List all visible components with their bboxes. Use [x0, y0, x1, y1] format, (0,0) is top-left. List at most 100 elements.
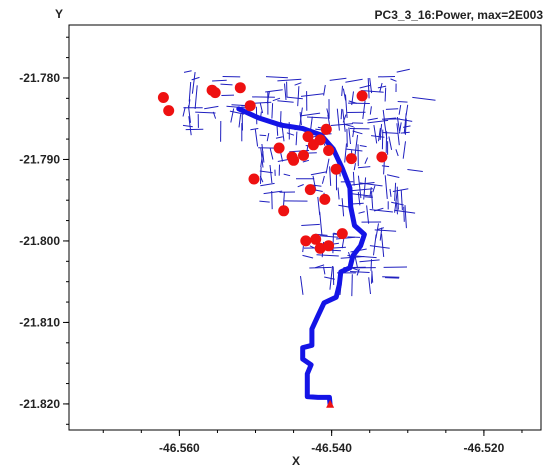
- network-segment: [263, 190, 283, 195]
- network-segment: [353, 255, 377, 259]
- network-segment: [375, 223, 379, 239]
- y-tick-label: -21.820: [19, 397, 60, 411]
- load-point: [157, 92, 169, 103]
- y-tick-label: -21.810: [19, 315, 60, 329]
- network-segment: [369, 187, 372, 197]
- load-point: [376, 151, 388, 163]
- network-segment: [265, 76, 288, 79]
- network-segment: [300, 93, 324, 97]
- network-segment: [191, 72, 196, 94]
- network-segment: [352, 171, 355, 186]
- network-segment: [300, 276, 304, 295]
- network-segment: [372, 185, 376, 193]
- network-segment: [362, 100, 366, 119]
- network-segment: [277, 158, 289, 162]
- network-segment: [388, 136, 393, 150]
- network-segment: [373, 125, 378, 144]
- network-segment: [345, 78, 363, 83]
- network-segment: [357, 175, 362, 199]
- load-point: [304, 184, 316, 196]
- source-point: [326, 399, 335, 408]
- network-segment: [394, 191, 398, 213]
- network-segment: [269, 164, 273, 184]
- network-segment: [371, 191, 374, 209]
- network-segment: [378, 127, 381, 142]
- network-segment: [277, 78, 302, 82]
- network-segment: [367, 77, 370, 99]
- network-segment: [342, 88, 347, 101]
- network-segment: [371, 135, 385, 138]
- network-segment: [188, 81, 192, 102]
- network-segment: [230, 108, 235, 123]
- network-segment: [357, 166, 371, 169]
- network-segment: [321, 175, 325, 184]
- network-segment: [319, 211, 323, 236]
- network-segment: [384, 277, 400, 279]
- network-segment: [187, 105, 191, 123]
- load-point: [323, 145, 335, 156]
- network-segment: [220, 83, 233, 86]
- network-segment: [260, 182, 275, 187]
- network-segment: [286, 132, 295, 136]
- y-axis-title: Y: [55, 7, 63, 21]
- network-segment: [252, 101, 272, 104]
- network-segment: [368, 277, 371, 295]
- network-segment: [345, 94, 348, 118]
- network-segment: [374, 229, 397, 232]
- network-segment: [397, 101, 408, 103]
- network-segment: [400, 131, 410, 134]
- network-segment: [396, 68, 410, 73]
- network-segment: [350, 271, 370, 273]
- network-segment: [400, 189, 403, 211]
- network-segment: [392, 188, 409, 192]
- load-point: [336, 228, 348, 240]
- network-segment: [297, 86, 300, 107]
- network-segment: [310, 171, 328, 176]
- network-segment: [250, 128, 259, 131]
- network-segment: [302, 159, 310, 163]
- network-segment: [286, 96, 303, 100]
- network-segment: [309, 266, 332, 269]
- network-segment: [301, 223, 320, 226]
- network-segment: [369, 106, 372, 115]
- network-segment: [275, 136, 283, 139]
- network-segment: [350, 188, 373, 192]
- network-segment: [329, 77, 347, 81]
- network-segment: [381, 165, 390, 168]
- network-segment: [366, 205, 370, 224]
- network-segment: [295, 131, 298, 146]
- network-segment: [353, 163, 356, 171]
- network-segment: [371, 270, 374, 283]
- network-segment: [389, 188, 392, 197]
- y-tick-label: -21.800: [19, 234, 60, 248]
- network-segment: [359, 145, 367, 148]
- network-segment: [297, 184, 304, 188]
- network-segment: [398, 122, 402, 134]
- network-segment: [377, 85, 387, 89]
- network-segment: [294, 82, 302, 86]
- network-segment: [300, 112, 321, 117]
- network-segment: [259, 102, 264, 114]
- network-segment: [398, 105, 402, 115]
- network-segment: [384, 87, 387, 102]
- network-segment: [354, 256, 359, 269]
- y-axis: -21.780 -21.790 -21.800 -21.810 -21.820: [19, 36, 69, 425]
- network-segment: [361, 90, 384, 93]
- network-segment: [194, 85, 198, 109]
- network-segment: [182, 124, 193, 128]
- chart-title: PC3_3_16:Power, max=2E003: [375, 8, 544, 22]
- network-segment: [336, 108, 340, 131]
- network-segment: [370, 259, 372, 271]
- load-point: [330, 163, 342, 175]
- network-segment: [338, 204, 349, 208]
- network-segment: [369, 209, 393, 213]
- network-segment: [324, 276, 335, 280]
- network-segment: [390, 78, 397, 82]
- network-segment: [283, 173, 291, 177]
- network-segment: [323, 266, 326, 275]
- network-segment: [351, 182, 375, 186]
- load-point: [248, 173, 260, 185]
- network-segment: [259, 170, 273, 174]
- load-point: [356, 90, 368, 102]
